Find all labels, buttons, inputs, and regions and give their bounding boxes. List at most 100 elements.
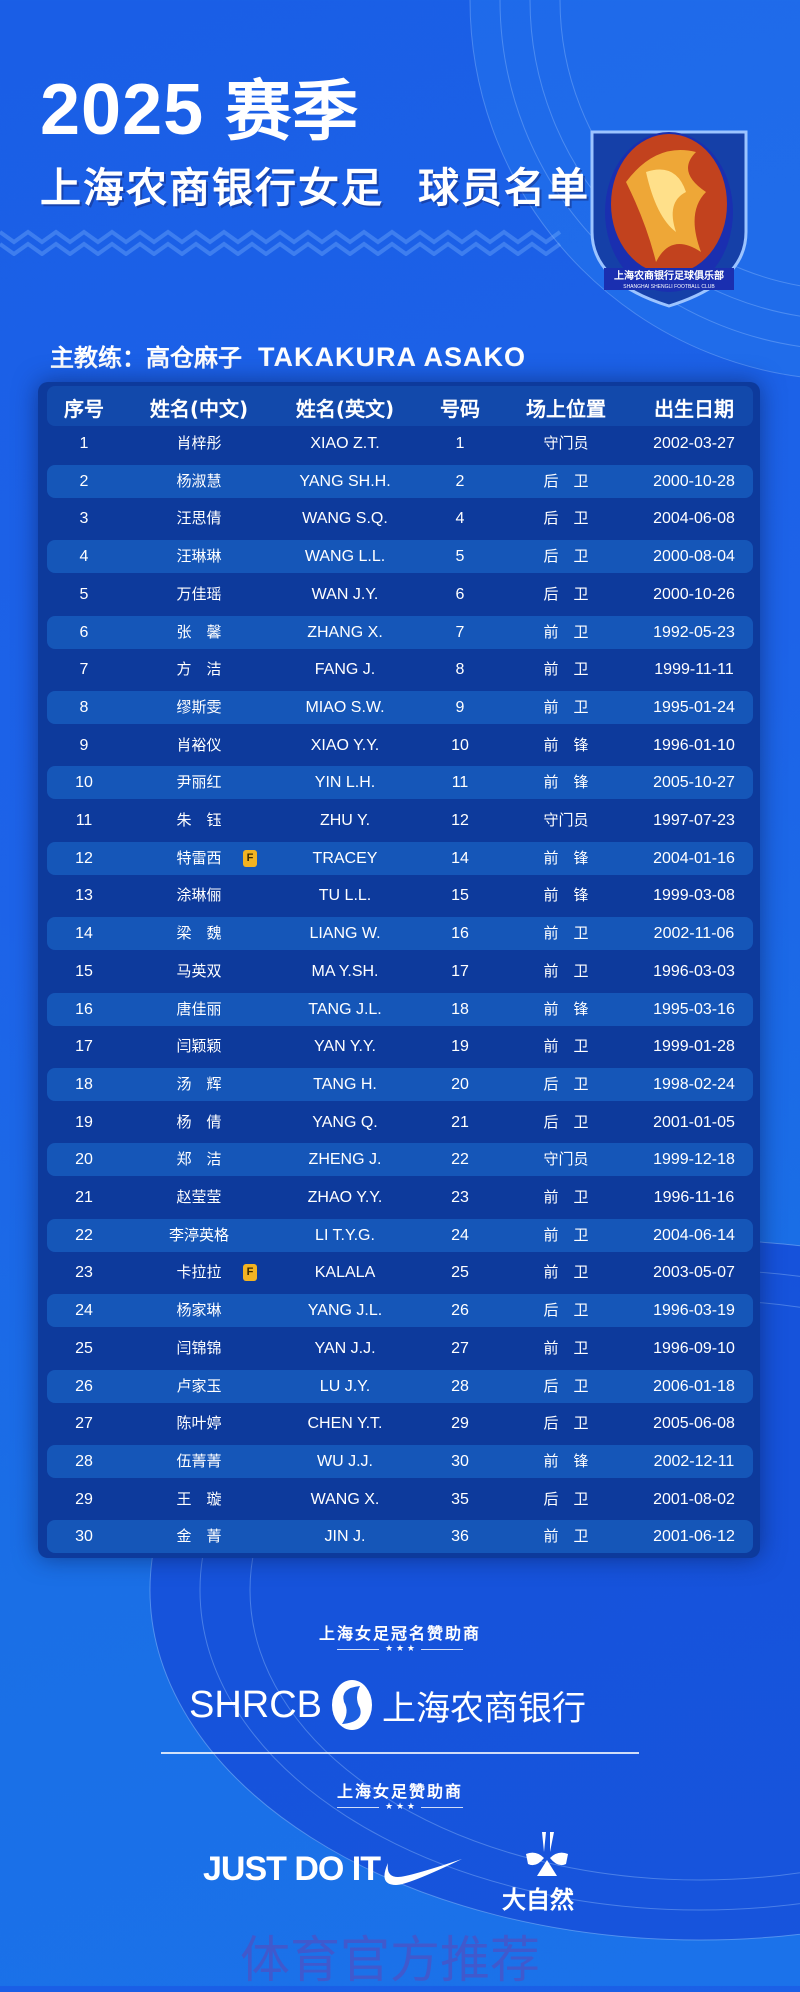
cell-name-en: WU J.J. [317,1452,373,1470]
table-row: 10 尹丽红 YIN L.H. 11 前 锋 2005-10-27 [47,766,753,800]
cell-index: 28 [75,1452,93,1470]
cell-position: 后 卫 [543,1376,589,1395]
cell-birthdate: 1997-07-23 [653,812,735,829]
cell-position: 前 卫 [543,961,589,980]
cell-birthdate: 2005-10-27 [653,774,735,792]
cell-name-cn: 特雷西 [176,848,222,867]
cell-name-cn: 汪思倩 [176,509,222,528]
column-header: 出生日期 [654,397,734,421]
cell-position: 前 卫 [543,1527,589,1546]
cell-index: 3 [79,510,89,528]
cell-position: 前 卫 [543,697,589,716]
cell-number: 19 [451,1038,469,1056]
cell-birthdate: 2000-08-04 [653,548,735,566]
stars-divider: ★ ★ ★ [337,1802,463,1812]
table-row: 3 汪思倩 WANG S.Q. 4 后 卫 2004-06-08 [47,502,753,535]
cell-number: 4 [455,510,465,528]
cell-birthdate: 2002-11-06 [653,925,735,943]
cell-index: 26 [75,1377,93,1395]
cell-birthdate: 1999-01-28 [653,1038,735,1056]
cell-index: 8 [79,698,89,716]
table-row: 1 肖梓彤 XIAO Z.T. 1 守门员 2002-03-27 [47,427,753,460]
column-header: 姓名(英文) [295,397,395,421]
cell-name-cn: 杨 倩 [176,1112,222,1131]
cell-birthdate: 2004-06-14 [653,1226,735,1244]
sponsor-label: 上海女足赞助商 [336,1782,464,1801]
cell-position: 前 卫 [543,1263,589,1282]
cell-number: 22 [451,1151,469,1169]
cell-name-cn: 汤 辉 [176,1074,222,1093]
cell-index: 2 [79,472,89,490]
cell-birthdate: 2003-05-07 [653,1264,735,1282]
stars-icon: ★ ★ ★ [385,1644,415,1654]
cell-name-en: LIANG W. [309,925,381,943]
cell-name-en: WAN J.Y. [311,585,379,603]
foreign-player-badge: F [243,1264,257,1282]
cell-number: 10 [451,736,469,754]
cell-index: 27 [75,1415,93,1433]
cell-name-en: LU J.Y. [319,1377,371,1395]
table-row: 12 特雷西 TRACEY 14 前 锋 2004-01-16 F [47,841,753,875]
cell-birthdate: 1999-11-11 [654,661,734,679]
nike-swoosh-icon [384,1859,462,1885]
table-row: 29 王 璇 WANG X. 35 后 卫 2001-08-02 [47,1483,753,1516]
team-name: 上海农商银行女足 [40,164,384,212]
cell-position: 守门员 [543,811,589,829]
table-row: 13 涂琳俪 TU L.L. 15 前 锋 1999-03-08 [47,879,753,912]
cell-number: 21 [451,1113,469,1131]
cell-position: 前 卫 [543,622,589,641]
cell-index: 15 [75,962,93,980]
column-header: 号码 [440,397,480,421]
shrcb-logo-en: SHRCB [189,1683,323,1726]
cell-name-en: YANG Q. [312,1113,378,1131]
stars-icon: ★ ★ ★ [385,1802,415,1812]
table-row: 7 方 洁 FANG J. 8 前 卫 1999-11-11 [47,653,753,686]
cell-index: 18 [75,1075,93,1093]
cell-name-cn: 唐佳丽 [176,999,222,1018]
cell-name-cn: 杨淑慧 [176,471,222,490]
table-row: 20 郑 洁 ZHENG J. 22 守门员 1999-12-18 [47,1143,753,1177]
table-row: 8 缪斯雯 MIAO S.W. 9 前 卫 1995-01-24 [47,690,753,724]
cell-name-en: ZHAO Y.Y. [307,1189,383,1206]
cell-name-cn: 方 洁 [176,660,222,679]
cell-number: 15 [451,887,469,905]
cell-number: 6 [455,585,465,603]
cell-position: 后 卫 [543,1489,589,1508]
cell-name-en: KALALA [314,1264,376,1282]
table-row: 9 肖裕仪 XIAO Y.Y. 10 前 锋 1996-01-10 [47,729,753,762]
cell-birthdate: 1999-12-18 [653,1151,735,1169]
table-row: 25 闫锦锦 YAN J.J. 27 前 卫 1996-09-10 [47,1332,753,1365]
cell-name-en: WANG X. [310,1490,380,1508]
cell-name-en: YAN J.J. [314,1339,376,1357]
cell-position: 后 卫 [543,1112,589,1131]
cell-name-cn: 王 璇 [176,1489,222,1508]
table-row: 11 朱 钰 ZHU Y. 12 守门员 1997-07-23 [47,804,753,837]
cell-name-cn: 汪琳琳 [176,547,222,566]
foreign-player-badge: F [243,849,257,867]
table-row: 28 伍菁菁 WU J.J. 30 前 锋 2002-12-11 [47,1444,753,1478]
cell-name-cn: 涂琳俪 [176,886,222,905]
cell-name-cn: 李渟英格 [168,1225,230,1244]
cell-name-en: JIN J. [324,1528,366,1546]
cell-number: 1 [455,435,465,452]
cell-birthdate: 1998-02-24 [653,1075,735,1093]
cell-position: 后 卫 [543,547,589,566]
table-row: 18 汤 辉 TANG H. 20 后 卫 1998-02-24 [47,1067,753,1101]
cell-position: 后 卫 [543,1301,589,1320]
cell-name-cn: 金 菁 [176,1527,222,1546]
cell-name-cn: 朱 钰 [176,811,222,829]
roster-subtitle: 上海农商银行女足 球员名单 [40,154,590,214]
cell-name-cn: 肖梓彤 [176,434,222,452]
cell-name-en: XIAO Z.T. [310,435,380,452]
table-row: 17 闫颖颖 YAN Y.Y. 19 前 卫 1999-01-28 [47,1030,753,1063]
cell-position: 前 卫 [543,924,589,943]
roster-label: 球员名单 [418,164,590,212]
cell-number: 14 [451,849,469,867]
cell-number: 7 [455,623,465,641]
watermark: 体育官方推荐 [240,1931,540,1989]
table-row: 27 陈叶婷 CHEN Y.T. 29 后 卫 2005-06-08 [47,1407,753,1440]
cell-birthdate: 2005-06-08 [653,1415,735,1433]
stars-divider: ★ ★ ★ [337,1644,463,1654]
cell-position: 守门员 [543,1150,589,1169]
roster-table-header [47,386,753,426]
